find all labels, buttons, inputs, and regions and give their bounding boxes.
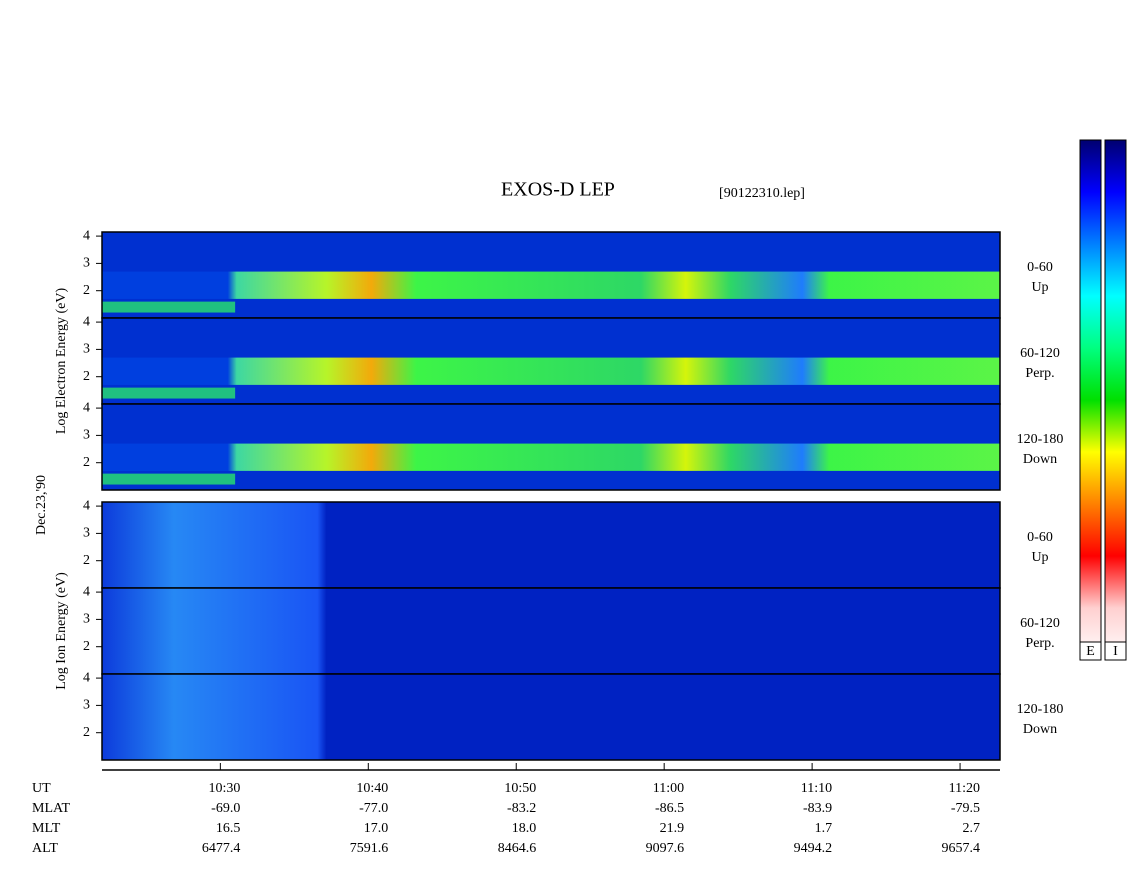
y-tick-label: 4 [83, 498, 90, 513]
panel-frame [101, 403, 1001, 491]
orbit-row-name: MLAT [32, 801, 71, 816]
panel-label: 0-60 [1027, 260, 1053, 275]
panel-sublabel: Up [1031, 550, 1048, 565]
y-tick-label: 2 [83, 725, 90, 740]
orbit-cell: 6477.4 [202, 841, 241, 856]
orbit-cell: 1.7 [815, 821, 833, 836]
y-tick-label: 2 [83, 639, 90, 654]
panel-sublabel: Perp. [1025, 366, 1054, 381]
chart-title: EXOS-D LEP [501, 179, 615, 201]
orbit-row-name: UT [32, 781, 51, 796]
panel-label: 0-60 [1027, 530, 1053, 545]
low-band [102, 387, 236, 399]
ion-band [102, 588, 1000, 674]
x-tick-label: 10:50 [504, 781, 536, 796]
orbit-cell: 21.9 [660, 821, 685, 836]
y-tick-label: 3 [83, 256, 90, 271]
panel-frame [101, 673, 1001, 761]
y-tick-label: 2 [83, 455, 90, 470]
orbit-cell: -77.0 [359, 801, 388, 816]
y-tick-label: 4 [83, 314, 90, 329]
low-band [102, 301, 236, 313]
orbit-cell: 9097.6 [646, 841, 685, 856]
orbit-cell: -83.2 [507, 801, 536, 816]
emission-band [102, 443, 1000, 471]
y-tick-label: 2 [83, 553, 90, 568]
orbit-cell: 8464.6 [498, 841, 537, 856]
y-axis-label: Log Electron Energy (eV) [54, 288, 69, 435]
panel-sublabel: Down [1023, 722, 1057, 737]
colorbar-label: E [1086, 644, 1095, 659]
ion-band [102, 502, 1000, 588]
x-tick-label: 11:20 [949, 781, 980, 796]
panel-label: 120-180 [1017, 702, 1064, 717]
orbit-cell: -83.9 [803, 801, 832, 816]
panel-label: 120-180 [1017, 432, 1064, 447]
y-tick-label: 4 [83, 584, 90, 599]
date-label: Dec.23,'90 [34, 475, 49, 535]
panel-label: 60-120 [1020, 616, 1060, 631]
y-tick-label: 3 [83, 526, 90, 541]
file-label: [90122310.lep] [719, 186, 805, 201]
y-tick-label: 3 [83, 698, 90, 713]
orbit-row-name: ALT [32, 841, 58, 856]
ion-band [102, 674, 1000, 760]
orbit-cell: 9494.2 [794, 841, 833, 856]
orbit-cell: -69.0 [211, 801, 240, 816]
y-tick-label: 3 [83, 428, 90, 443]
colorbar-label-box [1104, 641, 1127, 661]
emission-band [102, 271, 1000, 299]
x-tick-label: 10:40 [356, 781, 388, 796]
orbit-cell: -79.5 [951, 801, 980, 816]
orbit-cell: 18.0 [512, 821, 537, 836]
x-tick-label: 11:10 [801, 781, 832, 796]
colorbar-label: I [1113, 644, 1118, 659]
orbit-cell: 16.5 [216, 821, 241, 836]
y-tick-label: 2 [83, 283, 90, 298]
panel-label: 60-120 [1020, 346, 1060, 361]
orbit-cell: 7591.6 [350, 841, 389, 856]
orbit-cell: 17.0 [364, 821, 389, 836]
y-tick-label: 3 [83, 612, 90, 627]
colorbar [1104, 139, 1127, 661]
orbit-row-name: MLT [32, 821, 61, 836]
orbit-cell: 9657.4 [942, 841, 981, 856]
orbit-cell: 2.7 [963, 821, 981, 836]
orbit-cell: -86.5 [655, 801, 684, 816]
y-tick-label: 2 [83, 369, 90, 384]
emission-band [102, 357, 1000, 385]
y-axis-label: Log Ion Energy (eV) [54, 572, 69, 690]
panel-sublabel: Perp. [1025, 636, 1054, 651]
x-tick-label: 11:00 [653, 781, 684, 796]
x-tick-label: 10:30 [208, 781, 240, 796]
y-tick-label: 4 [83, 228, 90, 243]
colorbar [1079, 139, 1102, 661]
y-tick-label: 4 [83, 400, 90, 415]
y-tick-label: 3 [83, 342, 90, 357]
colorbar-label-box [1079, 641, 1102, 661]
panel-sublabel: Down [1023, 452, 1057, 467]
low-band [102, 473, 236, 485]
panel-sublabel: Up [1031, 280, 1048, 295]
y-tick-label: 4 [83, 670, 90, 685]
